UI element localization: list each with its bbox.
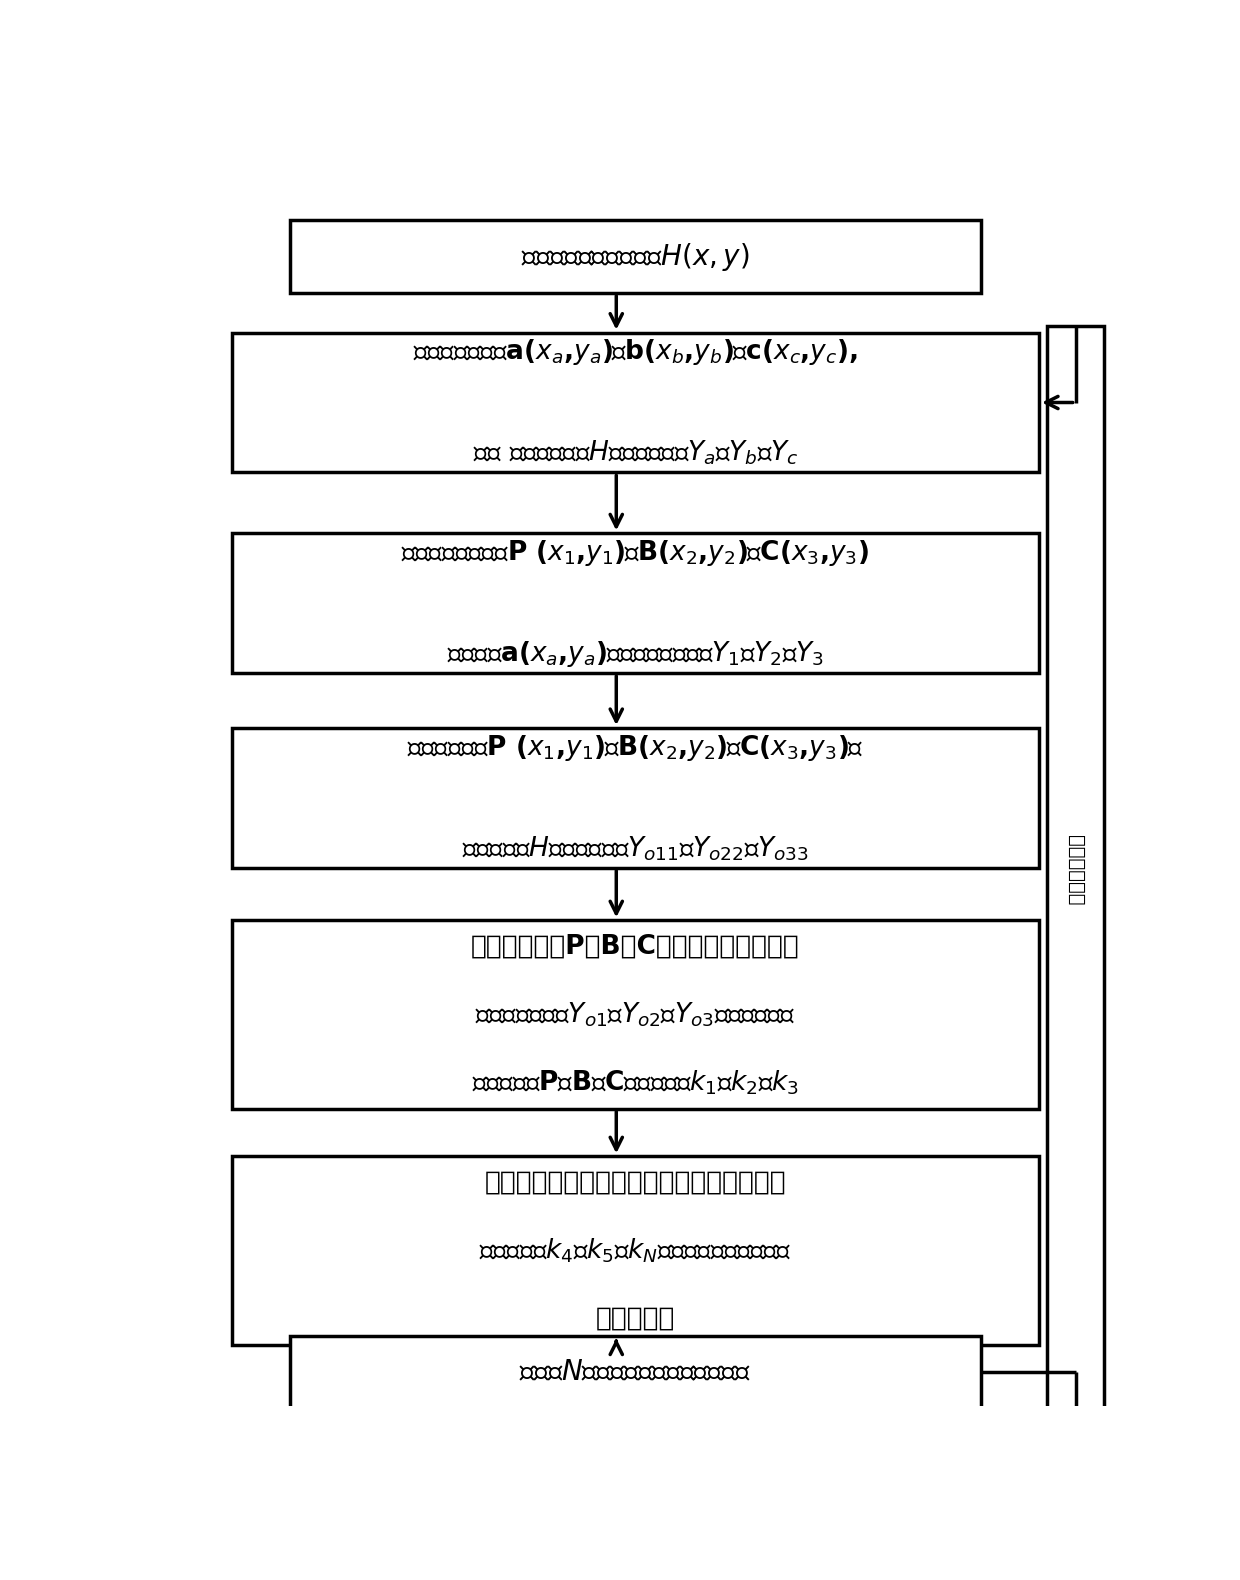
Text: 计算基础光通量$Y_{o1}$、$Y_{o2}$、$Y_{o3}$，从而计算得: 计算基础光通量$Y_{o1}$、$Y_{o2}$、$Y_{o3}$，从而计算得	[475, 1000, 796, 1029]
Text: 取内三角形顶点a($x_a$,$y_a$)、b($x_b$,$y_b$)、c($x_c$,$y_c$),: 取内三角形顶点a($x_a$,$y_a$)、b($x_b$,$y_b$)、c($…	[413, 337, 858, 367]
Text: 重新计划执行: 重新计划执行	[1066, 836, 1085, 905]
FancyBboxPatch shape	[232, 534, 1039, 673]
FancyBboxPatch shape	[232, 920, 1039, 1109]
Text: 算色度指标: 算色度指标	[595, 1305, 676, 1332]
Text: 筛选出$N$种基色光谱的最佳配比方案: 筛选出$N$种基色光谱的最佳配比方案	[520, 1359, 751, 1386]
FancyBboxPatch shape	[1047, 327, 1105, 1414]
Text: 到基色光谱P、B、C的合成比例$k_1$、$k_2$、$k_3$: 到基色光谱P、B、C的合成比例$k_1$、$k_2$、$k_3$	[472, 1068, 799, 1097]
FancyBboxPatch shape	[290, 220, 982, 292]
Text: 同理计算得到黄绿光组和红光组基色光谱的: 同理计算得到黄绿光组和红光组基色光谱的	[485, 1169, 786, 1196]
Text: 给定目标色温的色坐标$H(x,y)$: 给定目标色温的色坐标$H(x,y)$	[521, 240, 750, 272]
Text: 计算 合成目标色温$H$所需的光通量$Y_a$、$Y_b$、$Y_c$: 计算 合成目标色温$H$所需的光通量$Y_a$、$Y_b$、$Y_c$	[472, 439, 799, 468]
Text: 计算基色光谱P ($x_1$,$y_1$)、B($x_2$,$y_2$)、C($x_3$,$y_3$)合: 计算基色光谱P ($x_1$,$y_1$)、B($x_2$,$y_2$)、C($…	[407, 733, 864, 763]
FancyBboxPatch shape	[232, 728, 1039, 867]
FancyBboxPatch shape	[290, 1335, 982, 1409]
FancyBboxPatch shape	[232, 332, 1039, 472]
Text: 根据基色光谱P、B、C的光谱功率密度分布: 根据基色光谱P、B、C的光谱功率密度分布	[471, 934, 800, 959]
Text: 合成成比例$k_4$、$k_5$、$k_N$，合成全光谱白光并计: 合成成比例$k_4$、$k_5$、$k_N$，合成全光谱白光并计	[479, 1236, 792, 1264]
Text: 成目标色温$H$所需的光通量$Y_{o11}$、$Y_{o22}$、$Y_{o33}$: 成目标色温$H$所需的光通量$Y_{o11}$、$Y_{o22}$、$Y_{o3…	[463, 834, 808, 863]
Text: 计算蓝光组三角形P ($x_1$,$y_1$)、B($x_2$,$y_2$)、C($x_3$,$y_3$): 计算蓝光组三角形P ($x_1$,$y_1$)、B($x_2$,$y_2$)、C…	[402, 537, 869, 567]
Text: 合成顶点a($x_a$,$y_a$)光谱所需的光通量$Y_1$、$Y_2$、$Y_3$: 合成顶点a($x_a$,$y_a$)光谱所需的光通量$Y_1$、$Y_2$、$Y…	[448, 638, 823, 668]
FancyBboxPatch shape	[232, 1157, 1039, 1345]
